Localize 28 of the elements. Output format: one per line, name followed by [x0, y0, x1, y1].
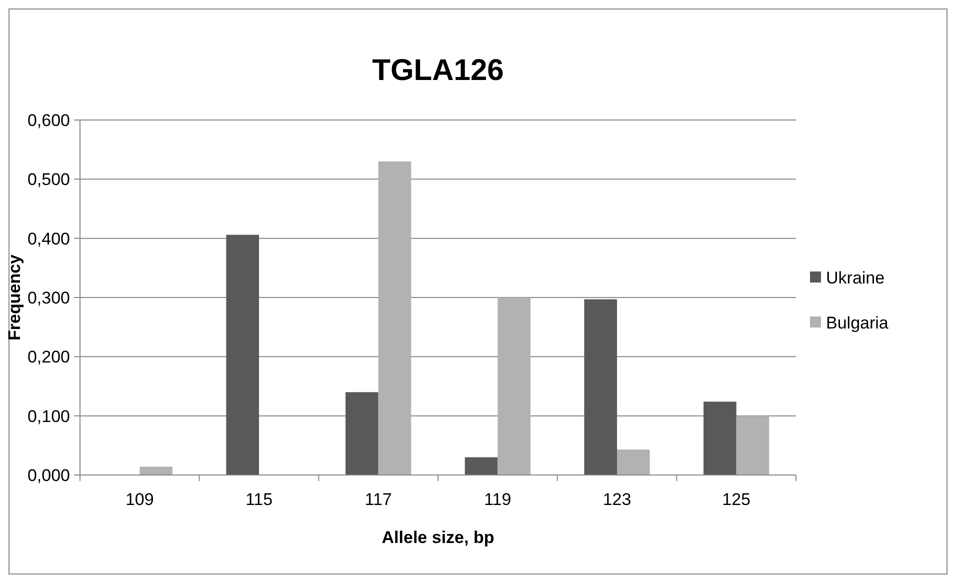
x-tick-label: 123: [602, 490, 632, 509]
x-tick-label: 119: [484, 490, 512, 509]
y-tick-label: 0,400: [27, 229, 70, 248]
bar: [378, 161, 412, 475]
y-tick-label: 0,200: [27, 348, 70, 367]
y-axis-title: Frequency: [5, 254, 24, 340]
x-tick-label: 115: [245, 490, 273, 509]
bar: [140, 466, 172, 475]
chart-title: TGLA126: [372, 54, 504, 87]
bar: [346, 392, 378, 475]
bar: [736, 416, 770, 475]
bar: [584, 299, 617, 475]
y-tick-label: 0,000: [27, 466, 70, 485]
x-tick-label: 109: [125, 490, 154, 509]
bar: [704, 402, 736, 475]
y-tick-label: 0,300: [27, 288, 70, 308]
legend-label: Bulgaria: [826, 313, 889, 332]
x-tick-label: 117: [364, 490, 392, 509]
y-tick-label: 0,600: [27, 110, 70, 130]
x-axis-title: Allele size, bp: [382, 528, 494, 547]
y-tick-label: 0,100: [27, 406, 70, 426]
bar: [617, 450, 650, 475]
bar: [498, 298, 530, 475]
x-tick-label: 125: [722, 490, 751, 509]
bar: [226, 234, 259, 475]
bar: [464, 457, 498, 475]
y-tick-label: 0,500: [27, 170, 70, 190]
legend-label: Ukraine: [826, 268, 885, 288]
